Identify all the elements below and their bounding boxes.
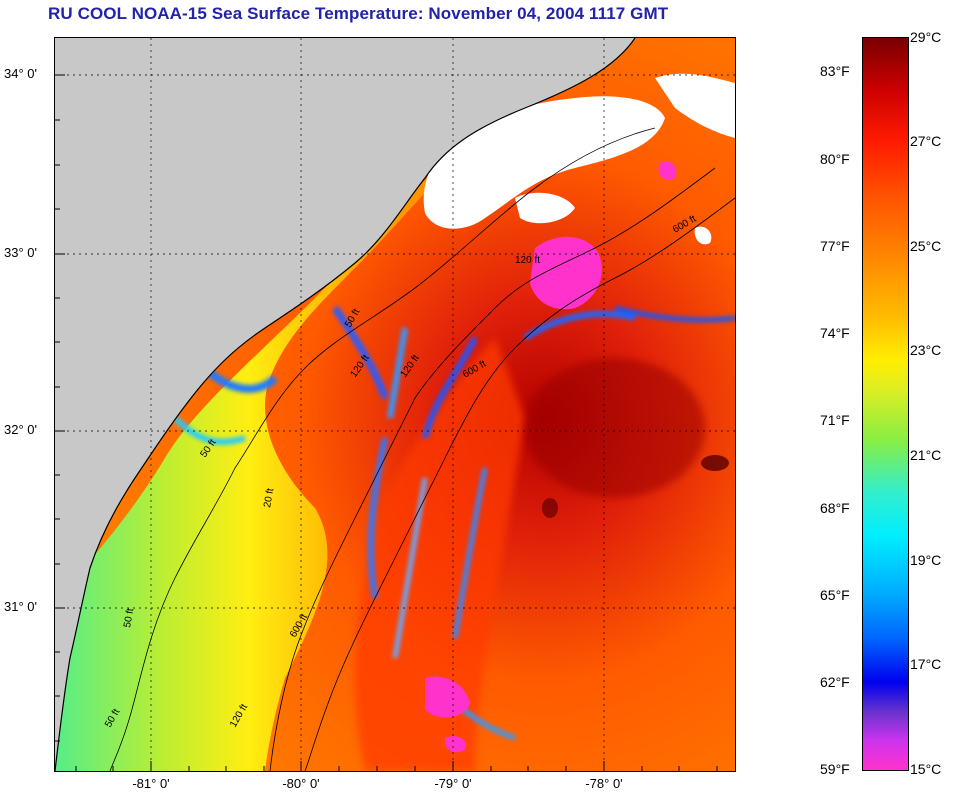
colorbar-fahrenheit-label: 59°F [820,761,850,777]
colorbar-fahrenheit-label: 83°F [820,63,850,79]
isobath-label: 20 ft [262,487,276,508]
colorbar-celsius-label: 17°C [910,656,942,672]
latitude-label: 34° 0' [4,66,37,81]
longitude-label: -78° 0' [585,776,623,791]
colorbar-fahrenheit-label: 62°F [820,674,850,690]
colorbar-fahrenheit-label: 77°F [820,238,850,254]
colorbar-celsius-label: 27°C [910,133,942,149]
ticks [55,74,718,771]
land [55,38,635,771]
shelf-water [55,133,485,771]
latitude-label: 33° 0' [4,245,37,260]
colorbar-fahrenheit-label: 74°F [820,325,850,341]
map-title: RU COOL NOAA-15 Sea Surface Temperature:… [48,4,669,23]
sst-map[interactable]: 50 ft 120 ft 600 ft 600 ft 120 ft 50 ft … [54,37,736,772]
longitude-label: -79° 0' [434,776,472,791]
colorbar-celsius-label: 23°C [910,342,942,358]
colorbar-fahrenheit-label: 65°F [820,587,850,603]
colorbar-celsius-label: 19°C [910,552,942,568]
coastline [55,38,636,771]
isobaths [109,127,735,771]
colorbar-fahrenheit-label: 80°F [820,151,850,167]
colorbar-celsius-label: 15°C [910,761,942,777]
cloud-mask [95,56,735,245]
latitude-label: 31° 0' [4,599,37,614]
temperature-colorbar [862,37,909,771]
sst-map-canvas: 50 ft 120 ft 600 ft 600 ft 120 ft 50 ft … [55,38,735,771]
colorbar-celsius-label: 29°C [910,29,942,45]
colorbar-celsius-label: 25°C [910,238,942,254]
colorbar-fahrenheit-label: 71°F [820,412,850,428]
isobath-label: 120 ft [515,255,540,266]
colorbar-celsius-label: 21°C [910,447,942,463]
warm-core [525,358,705,498]
colorbar-fahrenheit-label: 68°F [820,500,850,516]
longitude-label: -80° 0' [282,776,320,791]
graticule [55,38,735,771]
latitude-label: 32° 0' [4,422,37,437]
isobath-label: 50 ft [122,607,136,628]
shelf-break-water [355,338,525,771]
longitude-label: -81° 0' [132,776,170,791]
